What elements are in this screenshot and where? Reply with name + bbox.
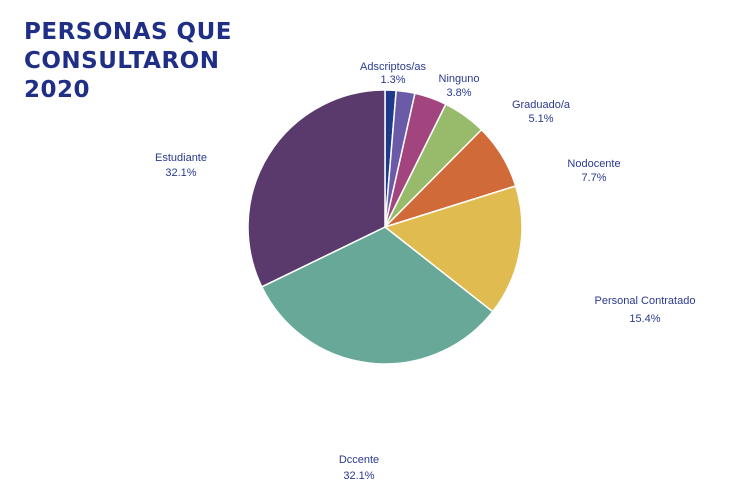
pie-slices	[247, 89, 523, 365]
label-nodocente-name: Nodocente	[567, 158, 620, 170]
pie-slice-7	[247, 89, 386, 288]
label-graduado-pct: 5.1%	[528, 113, 553, 125]
label-estudiante-name: Estudiante	[155, 152, 207, 164]
label-contratado-name: Personal Contratado	[595, 295, 696, 307]
pie-slice-6	[260, 226, 494, 365]
label-adscriptos-pct: 1.3%	[380, 74, 405, 86]
pie-slice-5	[383, 185, 523, 313]
chart-title: PERSONAS QUE CONSULTARON 2020	[24, 18, 232, 105]
chart-title-line-1: PERSONAS QUE	[24, 19, 232, 45]
label-ninguno-name: Ninguno	[439, 73, 480, 85]
label-adscriptos-name: Adscriptos/as	[360, 61, 427, 73]
label-docente-name: Dccente	[339, 454, 379, 466]
chart-title-line-3: 2020	[24, 77, 91, 103]
label-contratado-pct: 15.4%	[629, 313, 660, 325]
label-ninguno-pct: 3.8%	[446, 87, 471, 99]
label-docente-pct: 32.1%	[343, 470, 374, 482]
label-graduado-name: Graduado/a	[512, 99, 571, 111]
label-estudiante-pct: 32.1%	[165, 167, 196, 179]
label-nodocente-pct: 7.7%	[581, 172, 606, 184]
chart-title-line-2: CONSULTARON	[24, 48, 220, 74]
